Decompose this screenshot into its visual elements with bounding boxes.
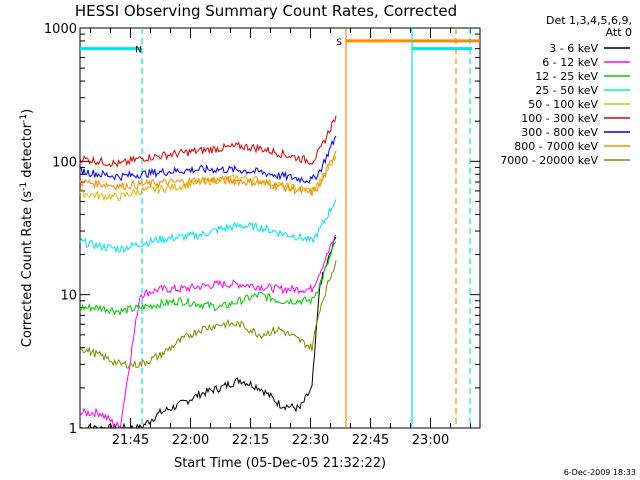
y-tick-label: 10 (60, 289, 77, 304)
legend-label: 3 - 6 keV (549, 42, 598, 55)
y-axis-label: Corrected Count Rate (s-1 detector-1) (19, 109, 35, 347)
legend-label: 25 - 50 keV (535, 84, 598, 97)
series-line (79, 150, 337, 196)
series-line (79, 260, 337, 370)
x-tick-label: 22:30 (292, 433, 329, 448)
y-tick-label: 1 (69, 422, 77, 437)
series-line (79, 199, 337, 254)
legend-label: 12 - 25 keV (535, 70, 598, 83)
y-tick-label: 1000 (44, 22, 77, 37)
legend-label: 100 - 300 keV (521, 112, 598, 125)
x-tick-label: 22:15 (232, 433, 269, 448)
x-tick-label: 22:45 (352, 433, 389, 448)
legend-label: 50 - 100 keV (528, 98, 598, 111)
y-tick-label: 100 (52, 155, 77, 170)
legend-header: Det 1,3,4,5,6,9, (546, 14, 632, 27)
x-axis-label: Start Time (05-Dec-05 21:32:22) (174, 456, 386, 471)
chart-title: HESSI Observing Summary Count Rates, Cor… (75, 2, 457, 20)
footer-date: 6-Dec-2009 18:33 (564, 468, 636, 477)
x-tick-label: 23:00 (412, 433, 449, 448)
series-line (79, 115, 337, 168)
series-line (79, 234, 337, 430)
x-tick-label: 22:00 (172, 433, 209, 448)
legend-label: 800 - 7000 keV (514, 140, 598, 153)
legend-label: 7000 - 20000 keV (500, 154, 598, 167)
series-line (79, 236, 337, 430)
series-line (79, 135, 337, 184)
status-bar-label: S (336, 38, 342, 48)
legend-header: Att 0 (606, 26, 632, 39)
series-line (79, 241, 337, 316)
legend-label: 300 - 800 keV (521, 126, 598, 139)
status-bar-label: N (135, 46, 142, 56)
x-tick-label: 21:45 (112, 433, 149, 448)
legend-label: 6 - 12 keV (542, 56, 598, 69)
plot-frame (79, 27, 481, 429)
